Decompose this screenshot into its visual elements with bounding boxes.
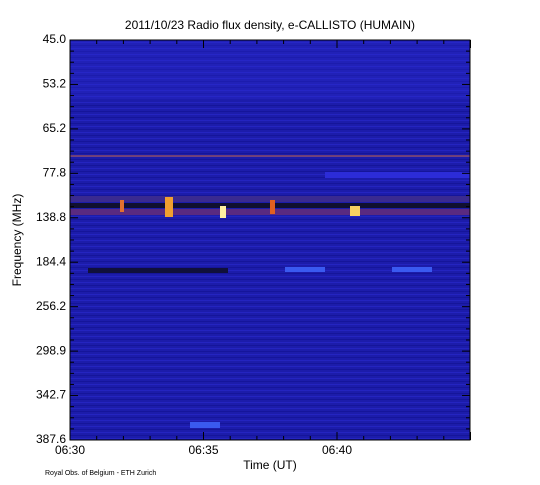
- y-tick-label: 65.2: [43, 121, 67, 135]
- spectrogram: [70, 40, 470, 440]
- x-tick-label: 06:30: [55, 443, 85, 457]
- x-axis-label: Time (UT): [243, 458, 297, 472]
- y-tick-label: 45.0: [43, 32, 67, 46]
- y-tick-label: 138.8: [36, 210, 66, 224]
- y-axis-label: Frequency (MHz): [10, 194, 24, 287]
- x-tick-label: 06:40: [322, 443, 352, 457]
- y-tick-label: 387.6: [36, 432, 66, 446]
- y-tick-label: 53.2: [43, 77, 67, 91]
- y-tick-label: 298.9: [36, 343, 66, 357]
- footer: Royal Obs. of Belgium - ETH Zurich: [45, 470, 156, 477]
- x-tick-label: 06:35: [188, 443, 218, 457]
- chart-title: 2011/10/23 Radio flux density, e-CALLIST…: [125, 18, 415, 32]
- y-tick-label: 77.8: [43, 166, 67, 180]
- y-tick-label: 342.7: [36, 388, 66, 402]
- y-tick-label: 256.2: [36, 299, 66, 313]
- y-tick-label: 184.4: [36, 254, 66, 268]
